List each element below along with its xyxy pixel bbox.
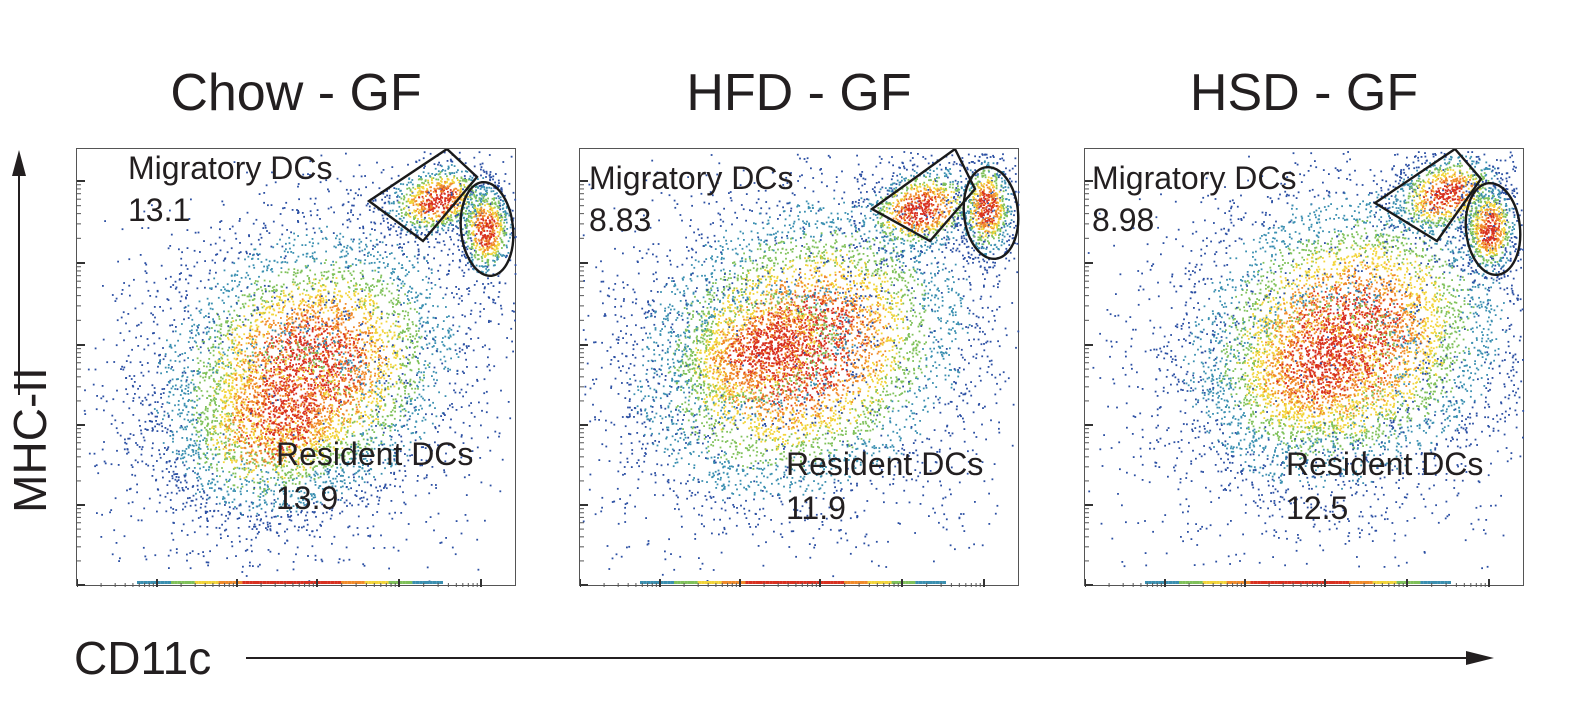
scatter-panel-chow-gf — [76, 148, 517, 587]
scatter-panel-hfd-gf — [579, 148, 1020, 587]
gate-value-resident-hfd: 11.9 — [786, 490, 846, 526]
axis-ticks — [580, 180, 985, 587]
resident-dc-gate — [459, 180, 515, 278]
axis-ticks — [77, 180, 482, 587]
y-axis-arrowhead — [12, 150, 26, 176]
x-axis-title: CD11c — [74, 630, 211, 686]
gate-label-migratory-hfd: Migratory DCs — [589, 160, 793, 196]
gate-label-migratory-hsd: Migratory DCs — [1092, 160, 1296, 196]
gate-label-resident-hsd: Resident DCs — [1286, 446, 1483, 482]
migratory-dc-gate — [869, 149, 977, 243]
gate-value-resident-hsd: 12.5 — [1286, 490, 1348, 526]
event-dots — [83, 151, 517, 583]
gate-value-migratory-chow: 13.1 — [128, 192, 190, 228]
gate-value-migratory-hsd: 8.98 — [1092, 202, 1154, 238]
gate-label-resident-chow: Resident DCs — [276, 436, 473, 472]
panel-title-hsd-gf: HSD - GF — [1084, 62, 1524, 124]
event-dots — [1087, 151, 1525, 570]
panel-title-hfd-gf: HFD - GF — [579, 62, 1019, 124]
x-axis-arrowhead — [1466, 651, 1494, 665]
axis-pileup-strip — [1145, 581, 1451, 584]
gate-value-resident-chow: 13.9 — [276, 480, 338, 516]
migratory-dc-gate — [366, 149, 479, 243]
gate-value-migratory-hfd: 8.83 — [589, 202, 651, 238]
resident-dc-gate — [1464, 181, 1522, 277]
migratory-dc-gate — [1372, 149, 1483, 243]
panel-title-chow-gf: Chow - GF — [76, 62, 516, 124]
density-plot-hfd-gf — [580, 149, 1020, 587]
gate-label-resident-hfd: Resident DCs — [786, 446, 983, 482]
density-plot-hsd-gf — [1085, 149, 1525, 587]
resident-dc-gate — [962, 165, 1020, 261]
scatter-panel-hsd-gf — [1084, 148, 1525, 587]
axis-pileup-strip — [640, 581, 946, 584]
axis-pileup-strip — [137, 581, 443, 584]
event-dots — [582, 151, 1020, 582]
axis-ticks — [1085, 180, 1490, 587]
density-plot-chow-gf — [77, 149, 517, 587]
gate-label-migratory-chow: Migratory DCs — [128, 150, 332, 186]
